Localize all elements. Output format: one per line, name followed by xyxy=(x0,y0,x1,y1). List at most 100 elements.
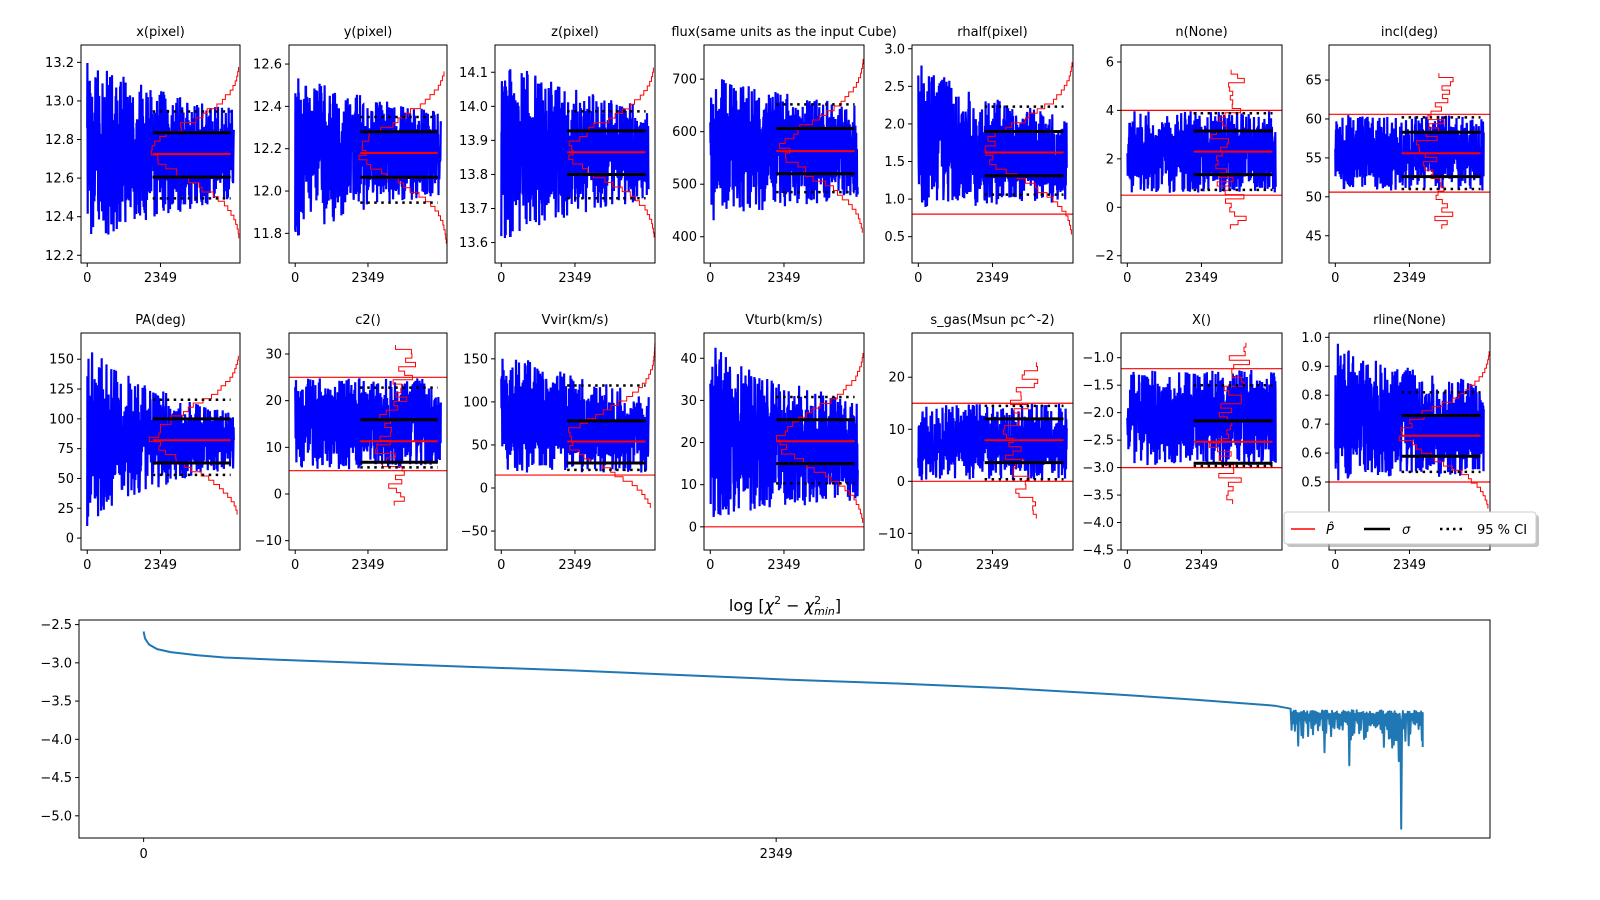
y-tick-label: 12.4 xyxy=(45,210,74,225)
y-tick-label: 30 xyxy=(680,394,697,409)
plot-area xyxy=(704,347,864,528)
subplot-c2-: c2() −10 0 10 20 30 0 2349 xyxy=(255,313,448,573)
y-tick-label: 0.9 xyxy=(1301,360,1322,375)
y-tick-label: −2.0 xyxy=(1082,406,1114,421)
x-tick-label: 0 xyxy=(83,271,91,286)
y-tick-label: 0.5 xyxy=(1301,476,1322,491)
chain-trace xyxy=(1126,369,1277,467)
chi2-title: log [χ2 − χ2 min] xyxy=(729,594,841,618)
posterior-histogram xyxy=(779,59,864,233)
posterior-histogram xyxy=(1210,69,1247,230)
subplot-title: rhalf(pixel) xyxy=(957,25,1027,40)
y-tick-label: 500 xyxy=(672,178,697,193)
plot-area xyxy=(1121,69,1282,230)
chain-trace xyxy=(294,378,442,470)
y-tick-label: 55 xyxy=(1305,151,1322,166)
y-tick-label: −10 xyxy=(255,534,282,549)
subplot-n-none-: n(None) −2 0 2 4 6 0 2349 xyxy=(1095,25,1283,286)
posterior-histogram xyxy=(148,355,239,515)
y-tick-label: 50 xyxy=(1305,190,1322,205)
chain-trace xyxy=(86,352,235,527)
y-tick-label: 3.0 xyxy=(884,42,905,57)
x-tick-label: 0 xyxy=(291,271,299,286)
y-tick-label: 13.0 xyxy=(45,94,74,109)
chain-trace xyxy=(1334,115,1485,191)
y-tick-label: 0.6 xyxy=(1301,447,1322,462)
y-tick-label: 100 xyxy=(49,412,74,427)
chain-trace xyxy=(1334,343,1485,481)
y-tick-label: −4.0 xyxy=(40,733,72,748)
title-part: 2 xyxy=(774,594,781,607)
chain-trace xyxy=(1126,111,1277,193)
y-tick-label: 14.0 xyxy=(459,100,488,115)
title-part: − xyxy=(781,596,805,615)
chain-trace xyxy=(294,78,442,236)
subplot-rline-none-: rline(None) 0.5 0.6 0.7 0.8 0.9 1.0 0 2349 xyxy=(1301,313,1491,573)
y-tick-label: 2 xyxy=(1106,152,1114,167)
x-tick-label: 0 xyxy=(139,847,147,862)
legend-label-ci: 95 % CI xyxy=(1477,523,1527,538)
posterior-histogram xyxy=(358,71,447,244)
subplot-flux-same-units-as-the-input-cube-: flux(same units as the input Cube) 400 500… xyxy=(671,25,896,286)
y-tick-label: 12.8 xyxy=(45,133,74,148)
y-tick-label: 0 xyxy=(897,475,905,490)
y-tick-label: 25 xyxy=(57,502,74,517)
x-tick-label: 0 xyxy=(497,558,505,573)
y-tick-label: 0 xyxy=(1106,201,1114,216)
y-tick-label: 20 xyxy=(265,394,282,409)
title-part: χ xyxy=(764,596,775,615)
plot-area xyxy=(709,59,864,233)
posterior-histogram xyxy=(1208,342,1250,504)
plot-area xyxy=(912,362,1073,519)
subplot-y-pixel-: y(pixel) 11.8 12.0 12.2 12.4 12.6 0 2349 xyxy=(253,25,448,286)
subplot-pa-deg-: PA(deg) 0 25 50 75 100 125 150 0 2349 xyxy=(49,313,241,573)
subplot-title: Vturb(km/s) xyxy=(745,313,822,328)
chain-trace xyxy=(709,79,859,221)
y-tick-label: 45 xyxy=(1305,229,1322,244)
posterior-histogram xyxy=(150,67,240,239)
y-tick-label: 75 xyxy=(57,442,74,457)
subplot-title: x(pixel) xyxy=(136,25,185,40)
subplot-vvir-km-s-: Vvir(km/s) −50 0 50 100 150 0 2349 xyxy=(461,313,656,573)
y-tick-label: 6 xyxy=(1106,55,1114,70)
y-tick-label: 10 xyxy=(888,423,905,438)
x-tick-label: 2349 xyxy=(767,558,800,573)
subplot-x-pixel-: x(pixel) 12.2 12.4 12.6 12.8 13.0 13.2 0 2349 xyxy=(45,25,241,286)
x-tick-label: 2349 xyxy=(558,558,591,573)
legend: P̂ σ 95 % CI xyxy=(1283,511,1539,547)
y-tick-label: 20 xyxy=(888,371,905,386)
chain-trace xyxy=(709,347,859,518)
x-tick-label: 0 xyxy=(914,558,922,573)
subplot-x-: X() −4.5 −4.0 −3.5 −3.0 −2.5 −2.0 −1.5 −1.0 0 2349 xyxy=(1082,313,1283,573)
subplot-title: rline(None) xyxy=(1373,313,1446,328)
legend-label-sigma: σ xyxy=(1402,523,1411,538)
subplot-title: PA(deg) xyxy=(135,313,186,328)
subplot-title: incl(deg) xyxy=(1381,25,1438,40)
subplot-s-gas-msun-pc-2-: s_gas(Msun pc^-2) −10 0 10 20 0 2349 xyxy=(878,313,1074,573)
y-tick-label: 12.2 xyxy=(253,142,282,157)
title-part: 2 xyxy=(814,594,821,607)
y-tick-label: −50 xyxy=(461,525,488,540)
plot-area xyxy=(294,71,447,244)
y-tick-label: 12.6 xyxy=(45,172,74,187)
plot-area xyxy=(500,67,655,239)
y-tick-label: 125 xyxy=(49,383,74,398)
subplot-title: y(pixel) xyxy=(344,25,393,40)
title-part: χ xyxy=(804,596,815,615)
subplot-rhalf-pixel-: rhalf(pixel) 0.5 1.0 1.5 2.0 2.5 3.0 0 2349 xyxy=(884,25,1074,286)
chain-trace xyxy=(917,403,1068,481)
y-tick-label: 10 xyxy=(680,478,697,493)
y-tick-label: −2.5 xyxy=(40,618,72,633)
y-tick-label: 0.5 xyxy=(884,230,905,245)
plot-area xyxy=(1329,73,1490,229)
y-tick-label: 10 xyxy=(265,441,282,456)
y-tick-label: 50 xyxy=(57,472,74,487)
y-tick-label: 0.8 xyxy=(1301,389,1322,404)
title-part: log [ xyxy=(729,596,765,615)
y-tick-label: 40 xyxy=(680,352,697,367)
subplot-title: s_gas(Msun pc^-2) xyxy=(930,313,1054,328)
y-tick-label: 2.0 xyxy=(884,117,905,132)
x-tick-label: 0 xyxy=(1331,558,1339,573)
y-tick-label: 12.4 xyxy=(253,100,282,115)
